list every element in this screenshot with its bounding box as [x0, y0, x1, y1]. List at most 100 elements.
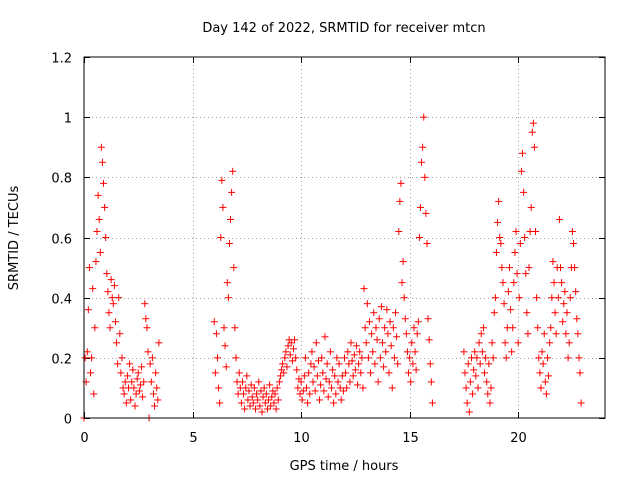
- data-point: [406, 354, 414, 362]
- data-point: [108, 294, 116, 302]
- data-point: [279, 360, 287, 368]
- data-point: [89, 285, 97, 293]
- data-point: [552, 330, 560, 338]
- data-point: [319, 369, 327, 377]
- data-point: [373, 336, 381, 344]
- data-point: [98, 158, 106, 166]
- data-point: [345, 360, 353, 368]
- data-point: [103, 270, 111, 278]
- data-point: [501, 339, 509, 347]
- data-point: [347, 339, 355, 347]
- data-point: [323, 360, 331, 368]
- data-point: [568, 227, 576, 235]
- data-point: [126, 360, 134, 368]
- data-point: [547, 324, 555, 332]
- data-point: [143, 324, 151, 332]
- data-point: [357, 369, 365, 377]
- data-point: [463, 399, 471, 407]
- data-point: [487, 384, 495, 392]
- data-point: [481, 369, 489, 377]
- data-point: [546, 339, 554, 347]
- data-point: [411, 348, 419, 356]
- data-point: [575, 354, 583, 362]
- x-tick-label: 0: [80, 431, 88, 446]
- data-point: [231, 324, 239, 332]
- data-point: [259, 393, 267, 401]
- data-point: [550, 279, 558, 287]
- data-point: [312, 339, 320, 347]
- data-point: [407, 378, 415, 386]
- data-point: [383, 306, 391, 314]
- data-point: [494, 218, 502, 226]
- data-point: [101, 203, 109, 211]
- data-point: [138, 363, 146, 371]
- data-point: [474, 384, 482, 392]
- data-point: [224, 294, 232, 302]
- data-point: [421, 173, 429, 181]
- data-point: [132, 390, 140, 398]
- y-tick-label: 0.2: [51, 353, 72, 368]
- x-tick-label: 10: [293, 431, 310, 446]
- data-point: [241, 405, 249, 413]
- data-point: [155, 339, 163, 347]
- data-point: [331, 372, 339, 380]
- data-point: [508, 348, 516, 356]
- data-point: [489, 354, 497, 362]
- data-point: [248, 393, 256, 401]
- data-point: [360, 285, 368, 293]
- data-point: [327, 384, 335, 392]
- data-point: [325, 378, 333, 386]
- data-point: [320, 387, 328, 395]
- data-point: [523, 309, 531, 317]
- data-point: [265, 396, 273, 404]
- data-point: [93, 227, 101, 235]
- data-point: [577, 399, 585, 407]
- data-point: [370, 309, 378, 317]
- data-point: [542, 390, 550, 398]
- data-point: [385, 369, 393, 377]
- data-point: [551, 309, 559, 317]
- data-point: [309, 378, 317, 386]
- data-point: [554, 294, 562, 302]
- data-point: [517, 167, 525, 175]
- data-point: [400, 294, 408, 302]
- data-point: [510, 279, 518, 287]
- data-point: [512, 227, 520, 235]
- data-point: [527, 203, 535, 211]
- data-point: [574, 330, 582, 338]
- data-point: [305, 369, 313, 377]
- data-point: [120, 390, 128, 398]
- data-point: [490, 309, 498, 317]
- data-point: [562, 330, 570, 338]
- data-point: [148, 354, 156, 362]
- data-point: [297, 378, 305, 386]
- data-point: [395, 227, 403, 235]
- data-point: [576, 369, 584, 377]
- data-point: [211, 369, 219, 377]
- data-point: [539, 360, 547, 368]
- data-point: [118, 354, 126, 362]
- data-point: [324, 393, 332, 401]
- data-point: [307, 360, 315, 368]
- data-point: [219, 203, 227, 211]
- data-point: [348, 357, 356, 365]
- data-point: [428, 399, 436, 407]
- data-point: [354, 381, 362, 389]
- data-point: [336, 384, 344, 392]
- data-point: [388, 384, 396, 392]
- data-point: [514, 339, 522, 347]
- data-point: [294, 384, 302, 392]
- data-point: [389, 324, 397, 332]
- data-point: [561, 288, 569, 296]
- data-point: [538, 348, 546, 356]
- data-point: [556, 264, 564, 272]
- data-point: [96, 249, 104, 257]
- data-point: [365, 318, 373, 326]
- data-point: [306, 390, 314, 398]
- data-point: [97, 143, 105, 151]
- data-point: [216, 399, 224, 407]
- data-point: [524, 330, 532, 338]
- data-point: [91, 324, 99, 332]
- data-point: [469, 390, 477, 398]
- data-point: [414, 318, 422, 326]
